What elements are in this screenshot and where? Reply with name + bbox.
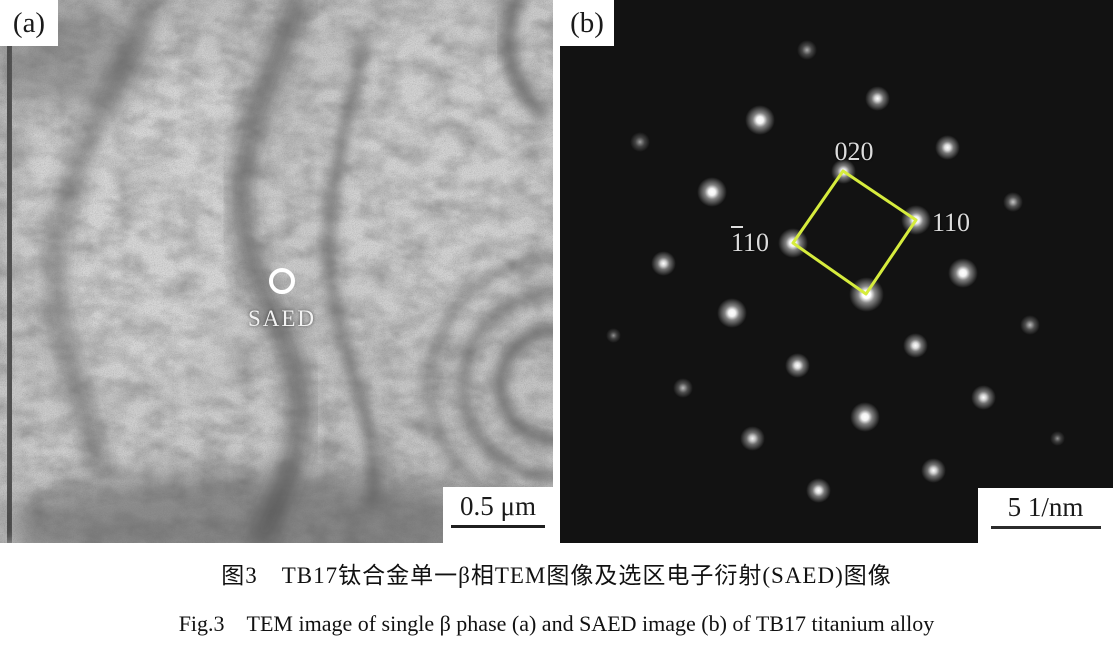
panel-a-scale-text: 0.5 μm bbox=[460, 491, 536, 521]
diffraction-spot bbox=[797, 40, 817, 60]
diffraction-spot bbox=[630, 132, 650, 152]
diffraction-spot bbox=[1020, 315, 1040, 335]
diffraction-spot bbox=[784, 352, 810, 378]
panel-b-scale-text: 5 1/nm bbox=[1007, 492, 1084, 522]
spot-label-overline-digit: 1 bbox=[730, 228, 744, 257]
diffraction-spot bbox=[850, 402, 880, 432]
diffraction-spot bbox=[673, 378, 693, 398]
diffraction-spot bbox=[1049, 430, 1065, 446]
diffraction-spot bbox=[697, 177, 727, 207]
panel-b-saed-pattern: 020 110 110 (b) 5 1/nm bbox=[560, 0, 1113, 543]
diffraction-spot bbox=[605, 327, 621, 343]
diffraction-spot bbox=[920, 457, 946, 483]
saed-label: SAED bbox=[247, 306, 317, 331]
panel-a-label-text: (a) bbox=[12, 6, 46, 39]
diffraction-spot bbox=[717, 298, 747, 328]
unit-cell-outline bbox=[791, 169, 918, 296]
diffraction-spot bbox=[745, 105, 775, 135]
unit-cell-polygon bbox=[791, 169, 918, 296]
panel-a-tem-image: (a) SAED 0.5 μm bbox=[0, 0, 553, 543]
spot-label-overline-110: 110 bbox=[731, 228, 769, 258]
spot-label-110: 110 bbox=[931, 208, 971, 237]
spot-label-remaining-digits: 10 bbox=[743, 228, 770, 257]
panel-b-label: (b) bbox=[560, 0, 614, 46]
diffraction-spot bbox=[1003, 192, 1023, 212]
spot-label-020: 020 bbox=[834, 137, 874, 166]
panel-a-scale-bar: 0.5 μm bbox=[443, 487, 553, 543]
panel-a-label: (a) bbox=[0, 0, 58, 46]
diffraction-spot bbox=[805, 477, 831, 503]
panel-b-scale-bar: 5 1/nm bbox=[978, 488, 1113, 543]
panel-a-scale-line bbox=[451, 525, 545, 529]
caption-english: Fig.3 TEM image of single β phase (a) an… bbox=[178, 611, 935, 636]
diffraction-spot bbox=[864, 85, 890, 111]
diffraction-spot bbox=[970, 384, 996, 410]
diffraction-spot bbox=[650, 250, 676, 276]
saed-circle-marker bbox=[269, 268, 295, 294]
diffraction-spot bbox=[948, 258, 978, 288]
diffraction-spot bbox=[739, 425, 765, 451]
panel-b-scale-line bbox=[990, 526, 1101, 530]
panel-b-label-text: (b) bbox=[570, 6, 604, 39]
caption-chinese: 图3 TB17钛合金单一β相TEM图像及选区电子衍射(SAED)图像 bbox=[221, 563, 892, 588]
diffraction-spot bbox=[934, 134, 960, 160]
diffraction-spot bbox=[902, 332, 928, 358]
